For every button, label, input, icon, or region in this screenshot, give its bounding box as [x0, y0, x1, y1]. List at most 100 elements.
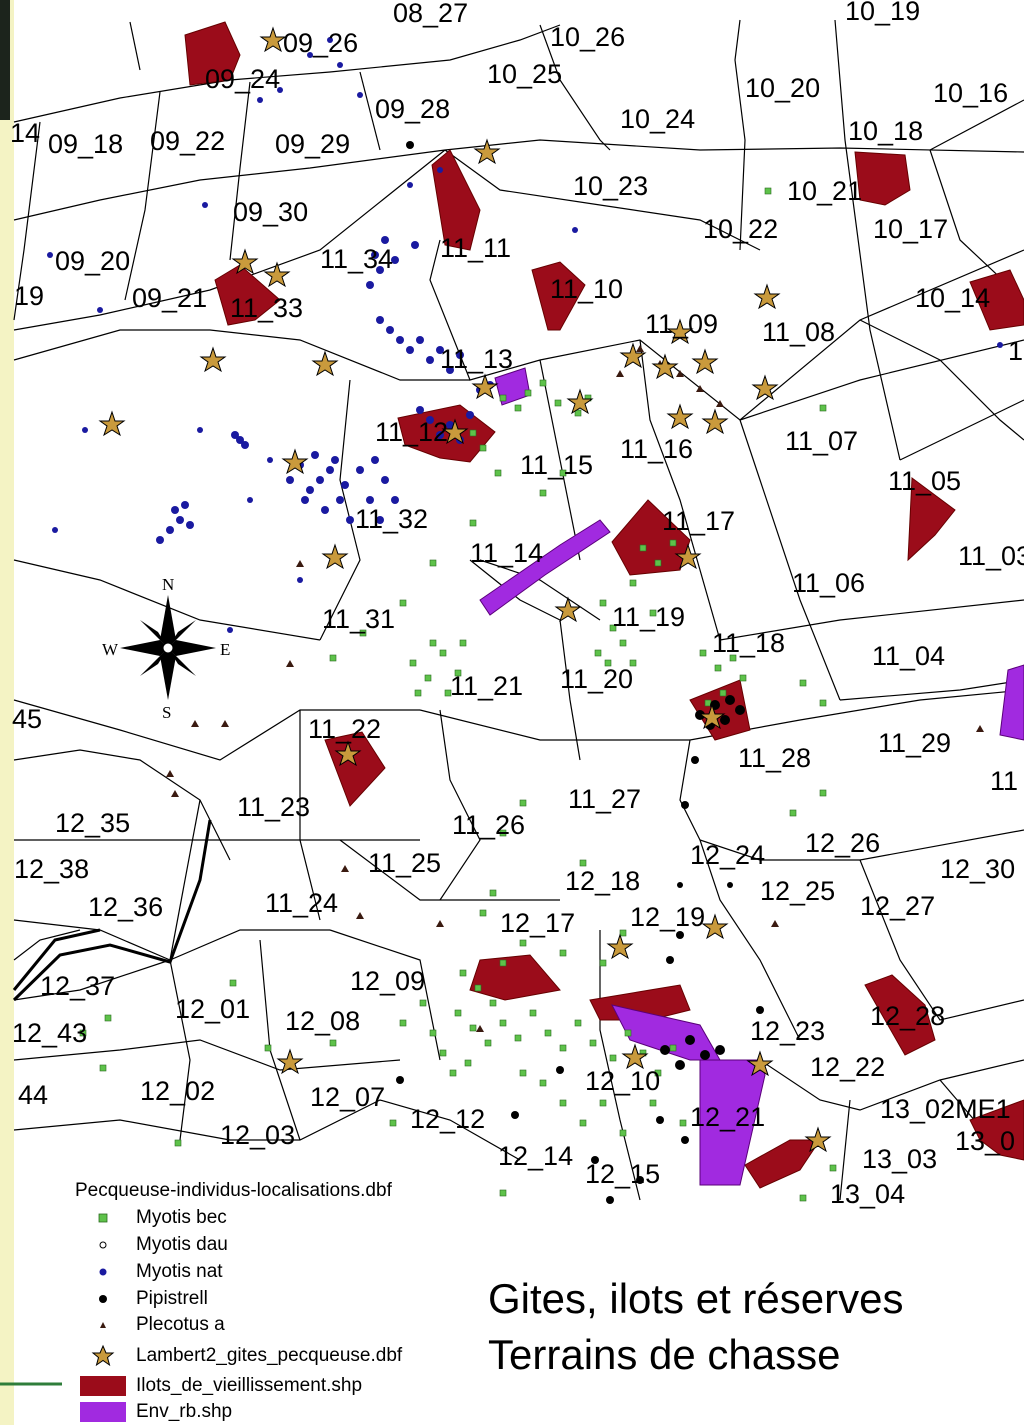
parcel-label: 19: [14, 281, 44, 311]
parcel-label: 11_04: [872, 641, 945, 671]
parcel-label: 11_06: [792, 568, 865, 598]
parcel-label: 12_09: [350, 966, 425, 996]
parcel-label: 11_14: [470, 538, 543, 568]
legend-item-pipistrell: Pipistrell: [80, 1287, 208, 1311]
env-rb-polygons: [479, 367, 1024, 1186]
parcel-label: 11_21: [450, 671, 523, 701]
parcel-label: 11_19: [612, 602, 685, 632]
compass-w: W: [102, 640, 119, 659]
compass-n: N: [162, 575, 174, 594]
parcel-label: 11_16: [620, 434, 693, 464]
parcel-label: 11_29: [878, 728, 951, 758]
parcel-label: 12_14: [498, 1141, 573, 1171]
roads: [12, 819, 212, 1002]
parcel-label: 10_23: [573, 171, 648, 201]
green-square-icon: [80, 1206, 126, 1230]
parcel-label: 11_11: [440, 233, 511, 263]
red-polygon-icon: [80, 1374, 126, 1398]
parcel-label: 12_02: [140, 1076, 215, 1106]
triangle-icon: [80, 1313, 126, 1337]
ilots-polygons: [184, 21, 1024, 1189]
parcel-label: 12_27: [860, 891, 935, 921]
parcel-label: 12_23: [750, 1016, 825, 1046]
parcel-label: 11_27: [568, 784, 641, 814]
legend-item-myotis-nat: Myotis nat: [80, 1260, 223, 1284]
parcel-label: 11_24: [265, 888, 338, 918]
parcel-label: 44: [18, 1080, 48, 1110]
parcel-label: 11_32: [355, 504, 428, 534]
parcel-label: 11_25: [368, 848, 441, 878]
compass-e: E: [220, 640, 230, 659]
blue-dot-icon: [80, 1260, 126, 1284]
legend-label: Myotis nat: [136, 1261, 223, 1282]
parcel-label: 12_24: [690, 840, 765, 870]
legend-label: Plecotus a: [136, 1314, 225, 1335]
parcel-label: 10_25: [487, 59, 562, 89]
parcel-label: 09_20: [55, 246, 130, 276]
map-title-line1: Gites, ilots et réserves: [488, 1275, 904, 1322]
black-dot-icon: [80, 1287, 126, 1311]
parcel-label: 12_43: [12, 1018, 87, 1048]
parcel-label: 13_04: [830, 1179, 905, 1209]
parcel-label: 08_27: [393, 0, 468, 28]
parcel-label: 12_01: [175, 994, 250, 1024]
compass-s: S: [162, 703, 171, 722]
gites-stars: [98, 26, 832, 1153]
left-edge-dark: [0, 0, 10, 120]
parcel-label: 11_12: [375, 417, 448, 447]
parcel-label: 12_17: [500, 908, 575, 938]
map-title-line2: Terrains de chasse: [488, 1331, 841, 1378]
legend-label: Lambert2_gites_pecqueuse.dbf: [136, 1345, 403, 1366]
parcel-label: 09_21: [132, 283, 207, 313]
parcel-label: 09_24: [205, 64, 280, 94]
legend-item-plecotus: Plecotus a: [80, 1313, 225, 1337]
myotis-bec-points: [79, 187, 837, 1202]
parcel-label: 09_18: [48, 129, 123, 159]
parcel-label: 11: [990, 766, 1018, 796]
parcel-label: 09_22: [150, 126, 225, 156]
parcel-label: 09_29: [275, 129, 350, 159]
parcel-label: 10_14: [915, 283, 990, 313]
parcel-label: 12_21: [690, 1102, 765, 1132]
star-icon: [80, 1344, 126, 1368]
parcel-label: 12_22: [810, 1052, 885, 1082]
parcel-label: 11_05: [888, 466, 961, 496]
parcel-label: 11_34: [320, 244, 393, 274]
parcel-label: 11_03: [958, 541, 1024, 571]
purple-polygon-icon: [80, 1400, 126, 1424]
legend-label: Myotis bec: [136, 1207, 227, 1228]
parcel-label: 10_26: [550, 22, 625, 52]
parcel-label: 12_12: [410, 1104, 485, 1134]
legend-item-myotis-bec: Myotis bec: [80, 1206, 227, 1230]
parcel-label: 13_02ME1: [880, 1094, 1011, 1124]
parcel-label: 12_19: [630, 902, 705, 932]
parcel-label: 10_20: [745, 73, 820, 103]
parcel-label: 1: [1008, 336, 1023, 366]
parcel-label: 11_17: [662, 506, 735, 536]
parcel-label: 11_18: [712, 628, 785, 658]
legend-label: Myotis dau: [136, 1234, 228, 1255]
legend-label: Pipistrell: [136, 1288, 208, 1309]
parcel-label: 10_19: [845, 0, 920, 26]
parcel-label: 11_08: [762, 317, 835, 347]
parcel-label: 10_16: [933, 78, 1008, 108]
parcel-label: 13_0: [955, 1126, 1015, 1156]
parcel-label: 11_31: [322, 604, 395, 634]
parcel-label: 12_10: [585, 1066, 660, 1096]
compass-rose: N S W E: [102, 575, 230, 722]
myotis-nat-points: [47, 37, 1003, 633]
parcel-label: 45: [12, 704, 42, 734]
parcel-label: 12_18: [565, 866, 640, 896]
parcel-label: 11_10: [550, 274, 623, 304]
parcel-label: 10_24: [620, 104, 695, 134]
parcel-label: 11_13: [440, 344, 513, 374]
parcel-label: 12_08: [285, 1006, 360, 1036]
legend-label: Env_rb.shp: [136, 1401, 233, 1422]
parcel-label: 12_30: [940, 854, 1015, 884]
parcel-label: 11_23: [237, 792, 310, 822]
parcel-label: 11_33: [230, 293, 303, 323]
parcel-label: 12_03: [220, 1120, 295, 1150]
parcel-label: 10_17: [873, 214, 948, 244]
left-edge-band: [0, 0, 14, 1425]
legend-item-gites: Lambert2_gites_pecqueuse.dbf: [80, 1344, 402, 1368]
